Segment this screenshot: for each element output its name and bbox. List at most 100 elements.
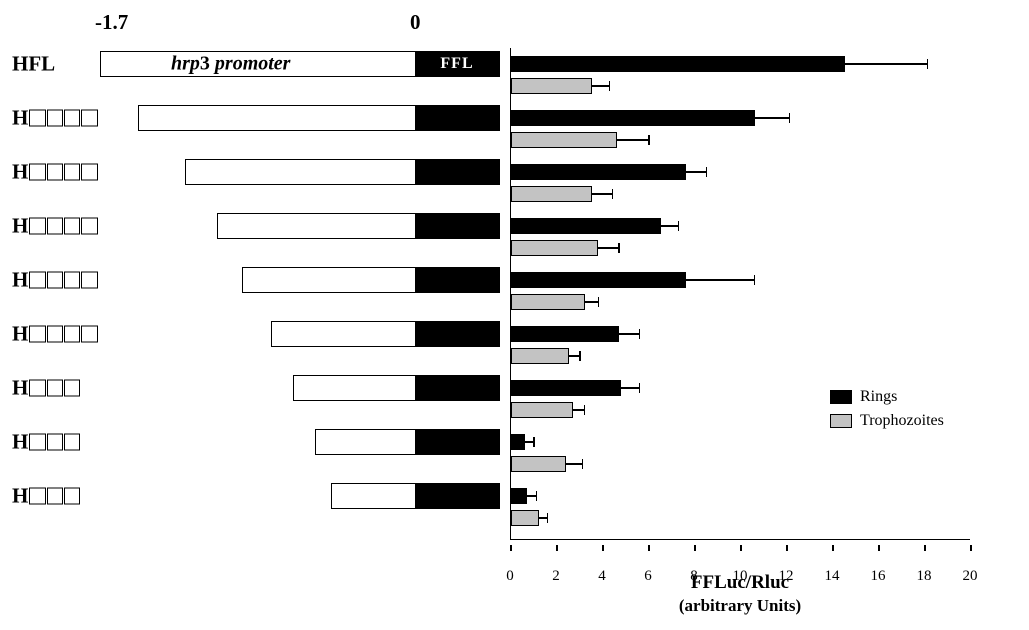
placeholder-box-icon	[47, 433, 63, 450]
scale-zero-label: 0	[410, 10, 421, 35]
bar-trophozoites	[511, 510, 539, 526]
construct-label: H	[12, 268, 98, 293]
placeholder-box-icon	[29, 433, 45, 450]
legend-item: Rings	[830, 388, 944, 406]
x-tick	[556, 545, 557, 551]
placeholder-box-icon	[81, 109, 97, 126]
construct-bar	[242, 267, 500, 293]
placeholder-box-icon	[64, 271, 80, 288]
construct-bar	[217, 213, 500, 239]
placeholder-box-icon	[81, 271, 97, 288]
legend-label: Trophozoites	[860, 412, 944, 430]
placeholder-box-icon	[29, 325, 45, 342]
ffl-block	[415, 484, 499, 508]
placeholder-box-icon	[81, 163, 97, 180]
placeholder-box-icon	[47, 487, 63, 504]
bar-trophozoites	[511, 294, 585, 310]
x-tick	[832, 545, 833, 551]
bar-rings	[511, 272, 686, 288]
bar-trophozoites	[511, 456, 566, 472]
construct-label: H	[12, 430, 80, 455]
ffl-block: FFL	[415, 52, 499, 76]
placeholder-box-icon	[64, 109, 80, 126]
bar-trophozoites	[511, 240, 598, 256]
placeholder-box-icon	[47, 379, 63, 396]
ffl-block	[415, 430, 499, 454]
legend-item: Trophozoites	[830, 412, 944, 430]
placeholder-box-icon	[64, 379, 80, 396]
placeholder-box-icon	[47, 271, 63, 288]
construct-row: H	[0, 156, 500, 188]
x-tick	[602, 545, 603, 551]
construct-diagram-panel: -1.7 0 HFLFFLhrp3 promoterHHHHHHHH	[0, 0, 500, 540]
construct-bar: FFLhrp3 promoter	[100, 51, 500, 77]
bar-rings	[511, 164, 686, 180]
legend: Rings Trophozoites	[830, 388, 944, 436]
ffl-block	[415, 376, 499, 400]
placeholder-box-icon	[64, 163, 80, 180]
placeholder-box-icon	[47, 109, 63, 126]
placeholder-box-icon	[81, 217, 97, 234]
construct-bar	[185, 159, 500, 185]
ffl-block	[415, 268, 499, 292]
construct-bar	[271, 321, 500, 347]
figure-root: -1.7 0 HFLFFLhrp3 promoterHHHHHHHH 02468…	[0, 0, 1029, 630]
placeholder-box-icon	[29, 379, 45, 396]
construct-row: H	[0, 264, 500, 296]
placeholder-box-icon	[81, 325, 97, 342]
legend-swatch	[830, 390, 852, 404]
x-tick	[510, 545, 511, 551]
construct-label: HFL	[12, 52, 55, 77]
construct-bar	[138, 105, 500, 131]
bar-rings	[511, 218, 661, 234]
construct-label: H	[12, 160, 98, 185]
placeholder-box-icon	[29, 487, 45, 504]
x-tick	[648, 545, 649, 551]
legend-label: Rings	[860, 388, 897, 406]
construct-label: H	[12, 106, 98, 131]
placeholder-box-icon	[29, 109, 45, 126]
construct-bar	[331, 483, 500, 509]
bar-rings	[511, 56, 845, 72]
construct-row: H	[0, 318, 500, 350]
x-axis-title: FFLuc/Rluc	[510, 572, 970, 594]
construct-row: H	[0, 210, 500, 242]
bar-trophozoites	[511, 402, 573, 418]
x-tick	[924, 545, 925, 551]
plot-area	[510, 48, 970, 540]
placeholder-box-icon	[47, 217, 63, 234]
construct-bar	[293, 375, 500, 401]
placeholder-box-icon	[29, 217, 45, 234]
x-tick	[694, 545, 695, 551]
bar-trophozoites	[511, 348, 569, 364]
x-tick	[786, 545, 787, 551]
x-tick	[878, 545, 879, 551]
construct-row: H	[0, 426, 500, 458]
construct-row: HFL FFLhrp3 promoter	[0, 48, 500, 80]
placeholder-box-icon	[64, 325, 80, 342]
bar-trophozoites	[511, 186, 592, 202]
scale-min-label: -1.7	[95, 10, 128, 35]
construct-label: H	[12, 214, 98, 239]
placeholder-box-icon	[64, 217, 80, 234]
x-tick	[970, 545, 971, 551]
bar-rings	[511, 326, 619, 342]
construct-label: H	[12, 484, 80, 509]
placeholder-box-icon	[29, 271, 45, 288]
construct-row: H	[0, 480, 500, 512]
construct-label: H	[12, 376, 80, 401]
placeholder-box-icon	[64, 487, 80, 504]
ffl-block	[415, 106, 499, 130]
construct-row: H	[0, 102, 500, 134]
x-tick	[740, 545, 741, 551]
placeholder-box-icon	[47, 325, 63, 342]
bar-trophozoites	[511, 132, 617, 148]
bar-rings	[511, 110, 755, 126]
x-axis-subtitle: (arbitrary Units)	[510, 596, 970, 616]
bar-rings	[511, 488, 527, 504]
placeholder-box-icon	[47, 163, 63, 180]
promoter-scale: -1.7 0	[0, 10, 500, 40]
construct-bar	[315, 429, 500, 455]
bar-chart: 02468101214161820 FFLuc/Rluc (arbitrary …	[510, 48, 1010, 540]
legend-swatch	[830, 414, 852, 428]
